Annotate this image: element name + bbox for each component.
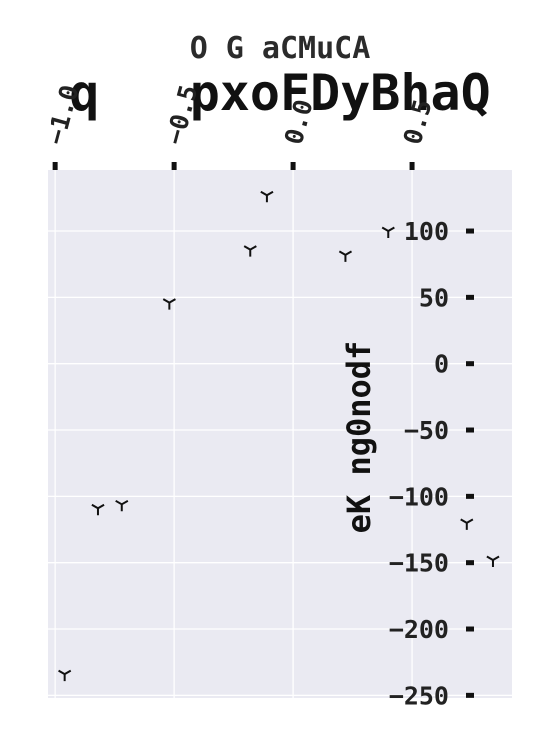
chart-title: q pxoFDyBhaQ [69, 64, 490, 122]
y-tick-label: 0 [434, 350, 449, 379]
y-tick-label: −50 [404, 416, 449, 445]
data-point [338, 250, 353, 262]
data-point [91, 503, 105, 516]
data-points [58, 190, 500, 682]
plot-area [48, 170, 512, 698]
data-point [460, 518, 474, 530]
data-point [260, 190, 274, 203]
data-point [115, 499, 129, 512]
grid-lines [48, 170, 512, 698]
data-point [58, 669, 72, 682]
y-axis: 100 50 0 −50 −100 −150 −200 −250 [389, 217, 474, 710]
y-tick-label: 100 [404, 217, 449, 246]
y-tick-label: −200 [389, 615, 449, 644]
y-axis-label: eK ng0nodf [340, 341, 378, 534]
y-tick-label: 50 [419, 283, 449, 312]
y-tick-label: −250 [389, 681, 449, 710]
data-point [381, 226, 395, 239]
y-tick-label: −150 [389, 549, 449, 578]
data-point [243, 245, 257, 257]
y-tick-label: −100 [389, 482, 449, 511]
chart-suptitle: O G aCMuCA [190, 31, 371, 66]
data-point [486, 555, 500, 568]
data-point [162, 298, 176, 310]
